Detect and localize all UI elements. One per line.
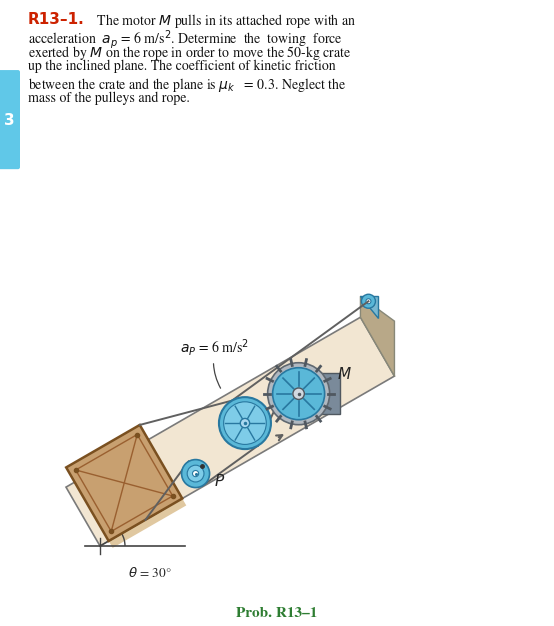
Text: up the inclined plane. The coefficient of kinetic friction: up the inclined plane. The coefficient o… bbox=[28, 60, 336, 73]
Polygon shape bbox=[66, 425, 182, 541]
Text: R13–1.: R13–1. bbox=[28, 12, 85, 27]
Circle shape bbox=[293, 388, 304, 399]
Polygon shape bbox=[109, 498, 186, 548]
Circle shape bbox=[219, 397, 271, 449]
Text: $M$: $M$ bbox=[337, 366, 351, 382]
Polygon shape bbox=[361, 296, 378, 318]
Circle shape bbox=[366, 299, 371, 304]
Text: acceleration  $a_p$ = 6 m/s$^2$. Determine  the  towing  force: acceleration $a_p$ = 6 m/s$^2$. Determin… bbox=[28, 28, 343, 51]
Text: Prob. R13–1: Prob. R13–1 bbox=[237, 607, 317, 620]
Polygon shape bbox=[66, 317, 394, 546]
Text: mass of the pulleys and rope.: mass of the pulleys and rope. bbox=[28, 92, 190, 105]
Text: $a_P$ = 6 m/s$^2$: $a_P$ = 6 m/s$^2$ bbox=[181, 337, 249, 388]
Polygon shape bbox=[314, 373, 340, 414]
FancyBboxPatch shape bbox=[0, 70, 20, 169]
Text: $\theta$ = 30°: $\theta$ = 30° bbox=[128, 566, 172, 580]
Circle shape bbox=[187, 465, 204, 482]
Text: exerted by $\mathit{M}$ on the rope in order to move the 50-kg crate: exerted by $\mathit{M}$ on the rope in o… bbox=[28, 44, 351, 62]
Circle shape bbox=[182, 459, 209, 488]
Polygon shape bbox=[361, 296, 394, 376]
Circle shape bbox=[240, 418, 250, 428]
Circle shape bbox=[361, 294, 376, 308]
Circle shape bbox=[192, 471, 199, 476]
Circle shape bbox=[273, 367, 325, 419]
Circle shape bbox=[224, 402, 266, 444]
Text: between the crate and the plane is $\mu_k$   = 0.3. Neglect the: between the crate and the plane is $\mu_… bbox=[28, 76, 347, 94]
Text: The motor $\mathit{M}$ pulls in its attached rope with an: The motor $\mathit{M}$ pulls in its atta… bbox=[90, 12, 356, 30]
Text: 3: 3 bbox=[4, 113, 14, 128]
Text: $P$: $P$ bbox=[214, 473, 225, 490]
Circle shape bbox=[268, 362, 330, 424]
